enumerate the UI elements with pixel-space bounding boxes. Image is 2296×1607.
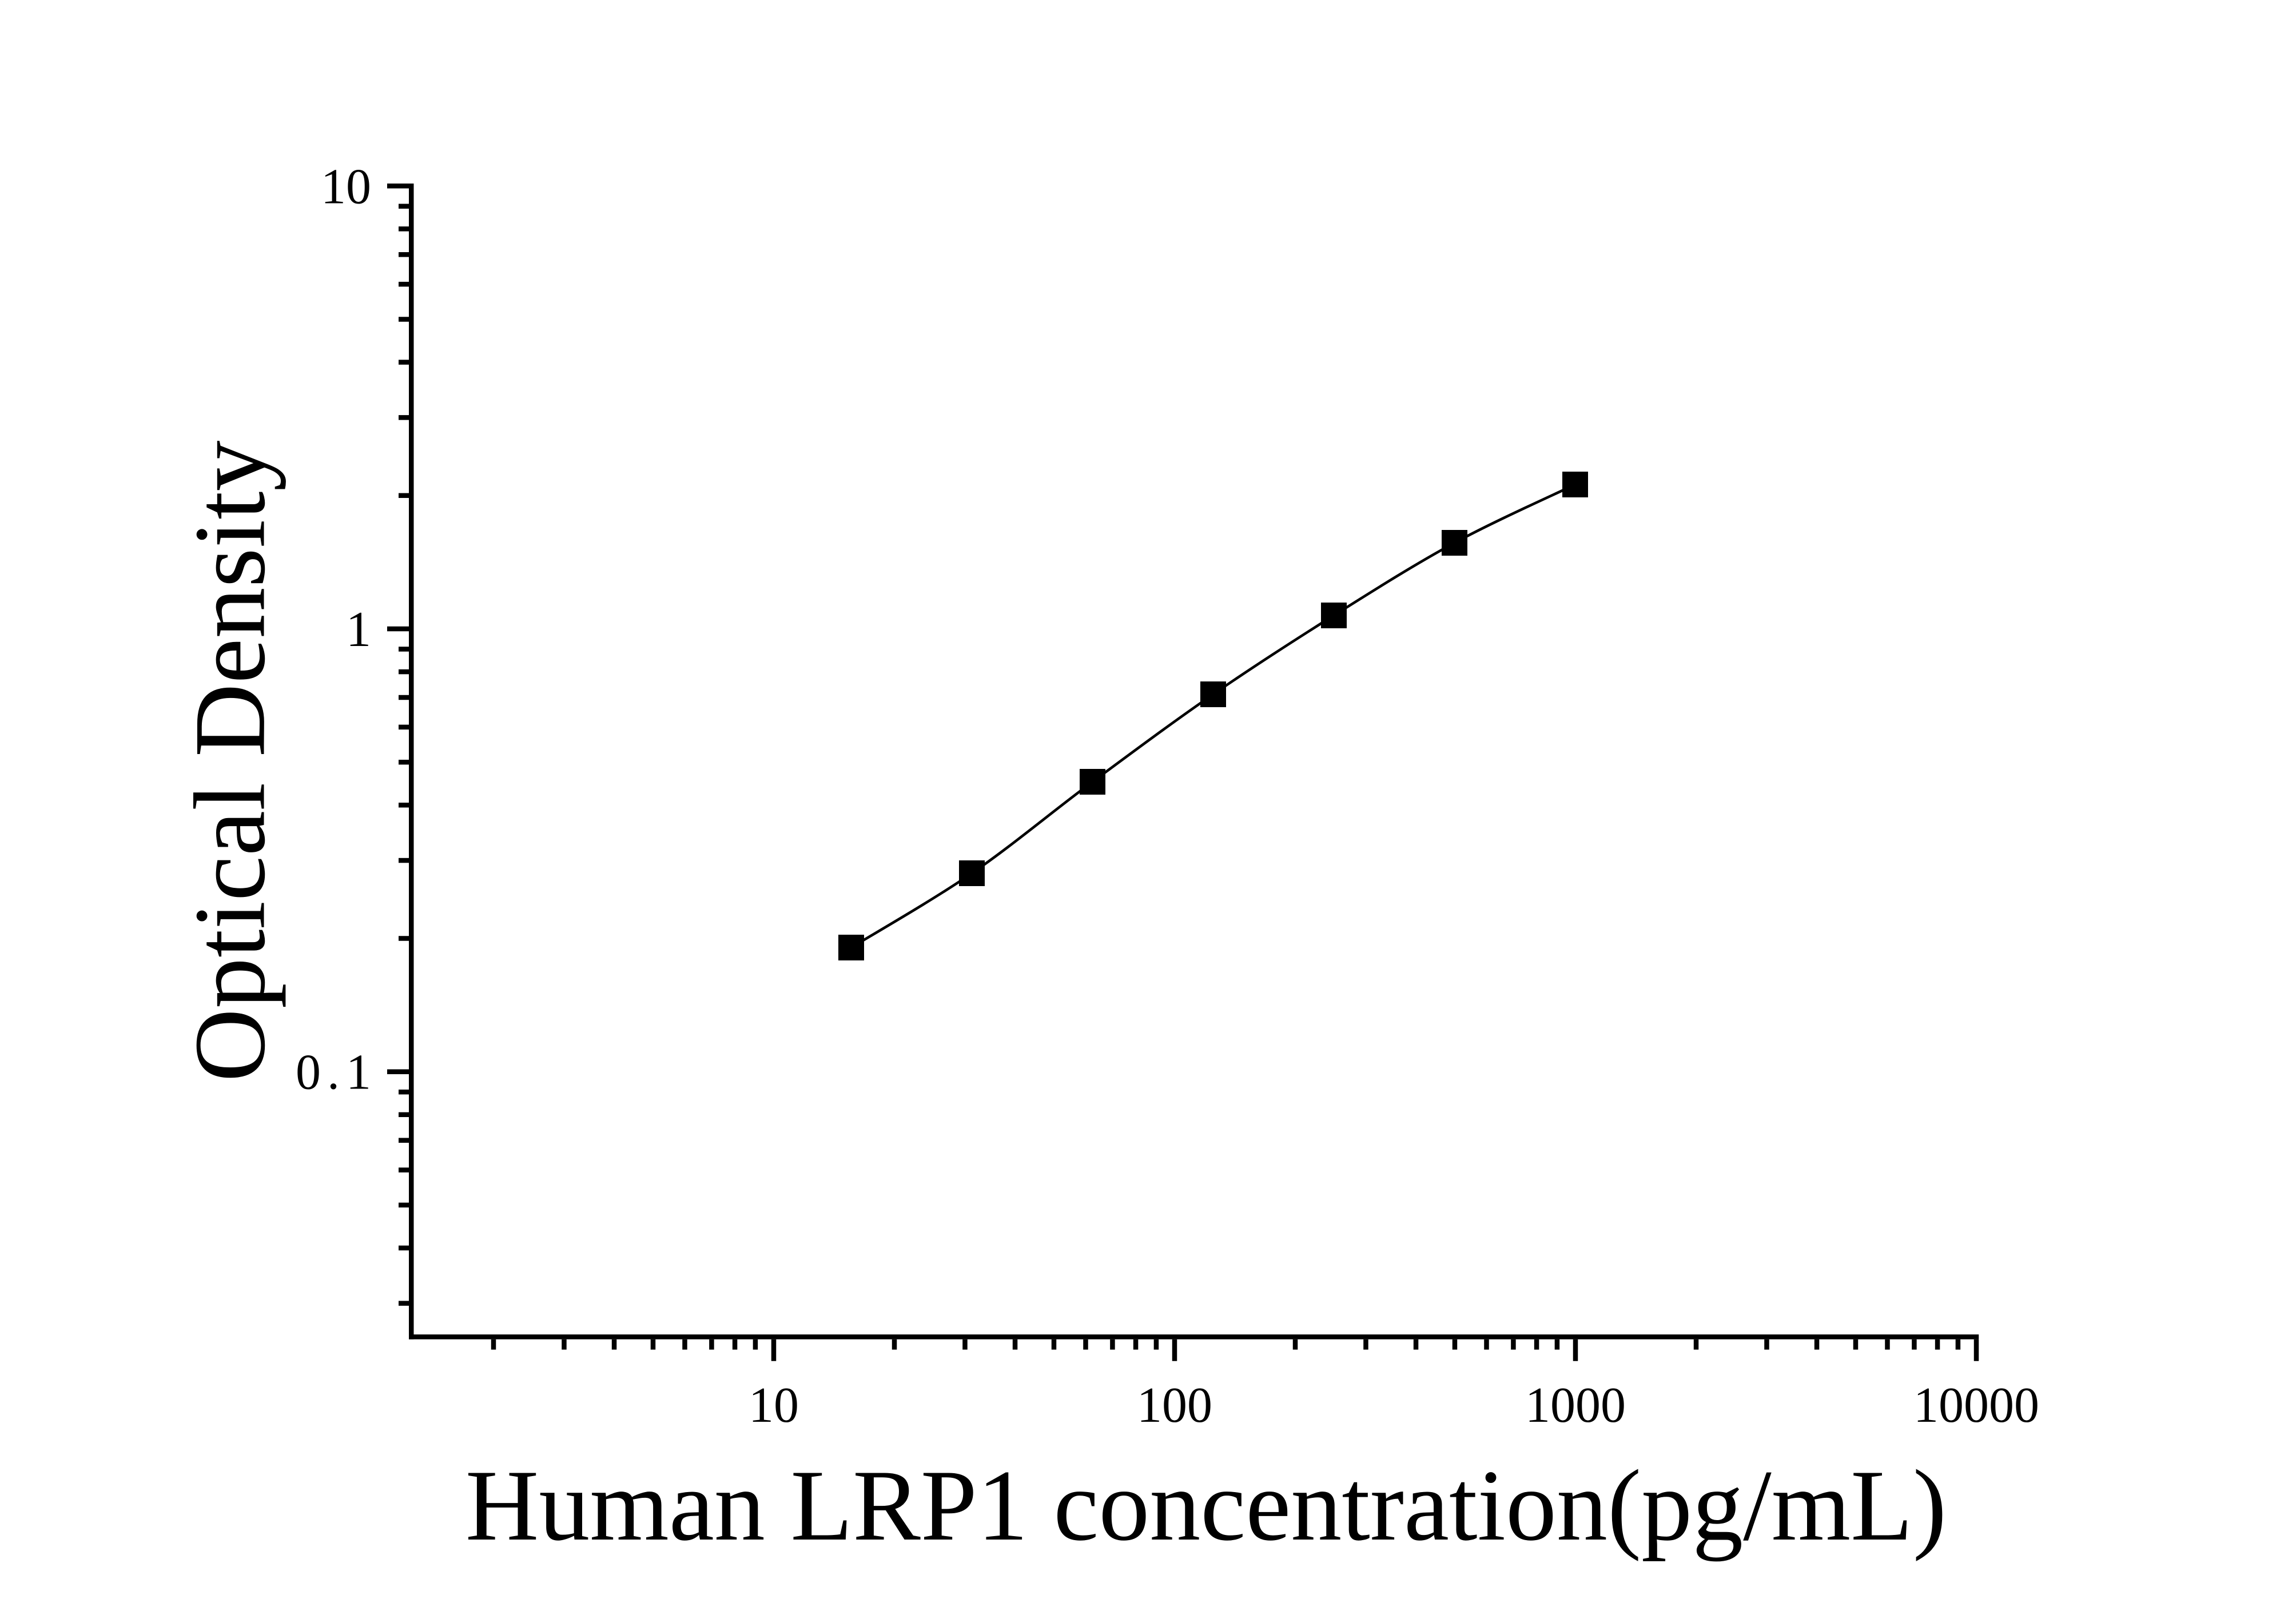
- svg-text:10000: 10000: [1913, 1378, 2039, 1433]
- svg-text:100: 100: [1137, 1378, 1212, 1433]
- svg-text:0.1: 0.1: [296, 1045, 371, 1100]
- svg-text:Human LRP1 concentration(pg/mL: Human LRP1 concentration(pg/mL): [465, 1449, 1947, 1562]
- svg-text:10: 10: [749, 1378, 799, 1433]
- svg-text:10: 10: [321, 159, 371, 214]
- svg-text:Optical Density: Optical Density: [173, 440, 286, 1082]
- svg-text:1000: 1000: [1525, 1378, 1626, 1433]
- svg-text:1: 1: [346, 602, 371, 657]
